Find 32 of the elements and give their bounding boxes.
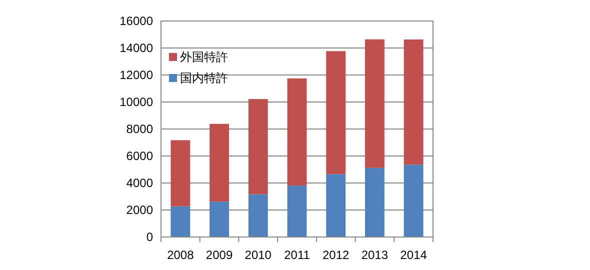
x-tick-label: 2011: [284, 248, 310, 262]
y-tick-label: 10000: [120, 95, 154, 110]
y-tick-label: 2000: [126, 203, 154, 218]
bar: [326, 174, 346, 237]
bar: [287, 186, 307, 237]
legend-label: 国内特許: [180, 71, 228, 86]
x-tick-label: 2009: [206, 248, 233, 262]
bar: [210, 124, 229, 202]
y-tick-label: 8000: [126, 122, 154, 136]
y-tick-label: 4000: [126, 176, 154, 190]
y-tick-label: 0: [146, 230, 154, 244]
x-tick-label: 2012: [322, 248, 350, 262]
x-tick-label: 2008: [167, 248, 194, 262]
y-tick-label: 16000: [120, 14, 154, 28]
y-tick-label: 6000: [126, 149, 154, 164]
y-tick-label: 14000: [120, 41, 154, 56]
bar: [404, 164, 424, 237]
legend-label: 外国特許: [180, 50, 228, 64]
bar: [404, 39, 424, 165]
bar: [326, 51, 346, 174]
bar: [170, 206, 190, 237]
y-tick-label: 12000: [120, 68, 154, 82]
bar: [248, 99, 268, 194]
bar: [248, 194, 268, 237]
x-tick-label: 2010: [244, 248, 272, 262]
bar: [210, 202, 229, 237]
bar: [170, 140, 190, 206]
bar: [287, 78, 307, 186]
bar: [365, 39, 384, 168]
x-tick-label: 2013: [361, 248, 388, 262]
bar: [365, 168, 384, 237]
x-tick-label: 2014: [400, 248, 428, 262]
